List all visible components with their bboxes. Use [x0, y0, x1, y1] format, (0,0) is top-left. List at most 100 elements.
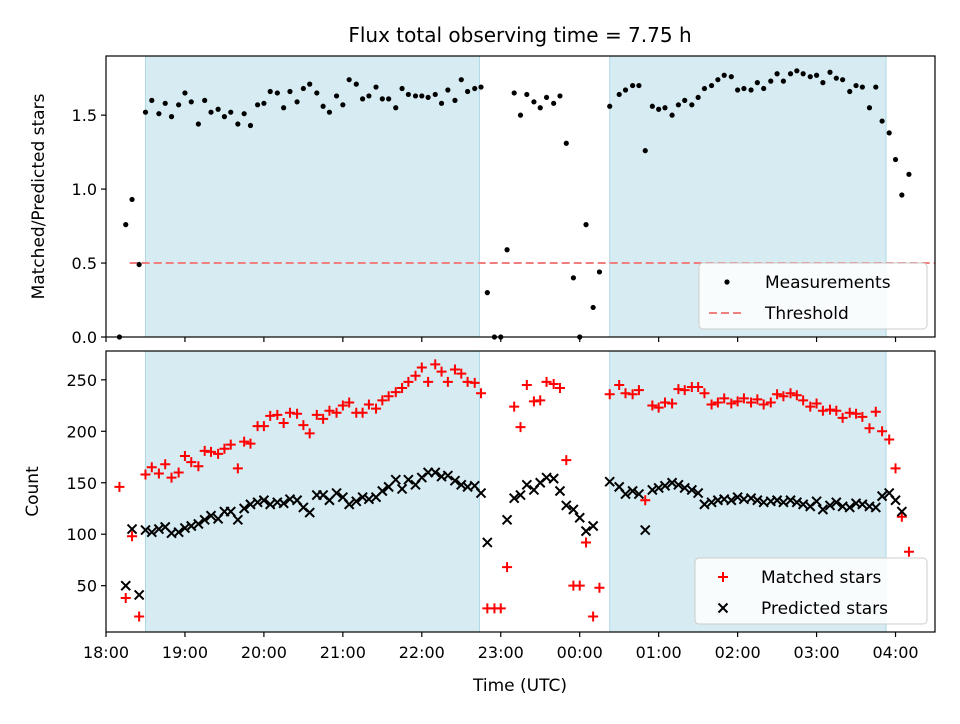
- measurement-point: [557, 93, 563, 99]
- measurement-point: [662, 105, 668, 111]
- predicted-star-point: [587, 520, 599, 532]
- measurement-point: [320, 103, 326, 109]
- matched-star-point: [120, 593, 131, 604]
- predicted-star-point: [797, 499, 809, 510]
- predicted-star-point: [561, 500, 572, 511]
- measurement-point: [754, 80, 760, 86]
- measurement-point: [484, 290, 490, 296]
- predicted-star-point: [870, 502, 881, 513]
- measurement-point: [156, 111, 162, 117]
- measurement-point: [551, 100, 557, 106]
- predicted-star-point: [343, 499, 355, 510]
- matched-star-point: [397, 383, 408, 394]
- measurement-point: [419, 93, 425, 99]
- top-shaded-interval-0: [144, 55, 480, 338]
- matched-star-point: [548, 378, 559, 389]
- predicted-star-point: [627, 485, 638, 497]
- measurement-point: [511, 90, 517, 96]
- predicted-star-point: [726, 495, 737, 506]
- matched-star-point: [588, 611, 599, 622]
- measurement-point: [504, 247, 510, 253]
- predicted-star-point: [278, 498, 289, 509]
- bottom-series-0: [114, 359, 914, 622]
- matched-star-point: [416, 362, 427, 373]
- matched-star-point: [896, 511, 907, 522]
- measurement-point: [735, 87, 741, 93]
- predicted-star-point: [265, 499, 276, 510]
- matched-star-point: [831, 405, 842, 416]
- matched-star-point: [476, 388, 487, 399]
- measurement-point: [136, 261, 142, 268]
- measurement-point: [537, 105, 543, 111]
- predicted-star-point: [791, 497, 803, 508]
- measurement-point: [281, 105, 287, 111]
- bottom-y-tick-label: 250: [66, 371, 97, 390]
- measurement-point: [142, 109, 149, 115]
- matched-star-point: [278, 418, 289, 429]
- matched-star-point: [706, 399, 717, 410]
- x-tick-label: 18:00: [83, 643, 129, 662]
- measurement-point: [445, 87, 451, 93]
- matched-star-point: [653, 402, 664, 413]
- matched-star-point: [857, 411, 868, 422]
- measurement-point: [359, 96, 366, 102]
- predicted-star-point: [390, 474, 401, 485]
- predicted-star-point: [811, 496, 822, 507]
- matched-star-point: [166, 472, 177, 483]
- matched-star-point: [456, 368, 467, 379]
- measurement-point: [833, 75, 839, 81]
- matched-star-point: [758, 399, 769, 410]
- predicted-star-point: [831, 497, 842, 508]
- measurement-point: [813, 72, 820, 78]
- predicted-star-point: [844, 502, 855, 513]
- predicted-star-point: [205, 510, 217, 521]
- predicted-star-point: [521, 479, 533, 491]
- matched-star-point: [877, 426, 888, 437]
- measurement-point: [261, 100, 267, 106]
- matched-star-point: [449, 364, 460, 375]
- matched-star-point: [442, 376, 453, 387]
- measurement-point: [715, 77, 721, 83]
- predicted-star-point: [640, 524, 651, 536]
- matched-star-point: [647, 400, 658, 411]
- predicted-star-point: [331, 487, 342, 499]
- matched-star-point: [298, 420, 309, 431]
- x-tick-label: 01:00: [636, 643, 682, 662]
- measurement-point: [748, 87, 754, 93]
- matched-star-point: [430, 359, 441, 370]
- measurement-point: [452, 97, 458, 103]
- legend-matched-marker: [718, 572, 728, 582]
- legend-label: Measurements: [765, 273, 891, 293]
- predicted-star-point: [232, 514, 244, 526]
- matched-star-point: [627, 389, 638, 400]
- predicted-star-point: [732, 491, 743, 503]
- matched-star-point: [160, 459, 171, 470]
- measurement-point: [906, 171, 912, 177]
- matched-star-point: [292, 408, 303, 419]
- measurement-point: [215, 106, 221, 112]
- matched-star-point: [640, 495, 651, 506]
- predicted-star-point: [238, 503, 250, 514]
- predicted-star-point: [508, 492, 520, 504]
- matched-star-point: [851, 408, 862, 419]
- matched-star-point: [134, 611, 145, 622]
- legend-measurement-marker: [724, 279, 730, 285]
- matched-star-point: [225, 439, 236, 450]
- measurement-point: [247, 122, 254, 129]
- measurement-point: [879, 118, 885, 124]
- matched-star-point: [258, 421, 269, 432]
- predicted-star-point: [456, 479, 467, 491]
- x-tick-label: 03:00: [794, 643, 840, 662]
- matched-star-point: [693, 382, 704, 393]
- measurement-point: [607, 103, 613, 109]
- predicted-star-point: [153, 523, 165, 535]
- predicted-star-point: [574, 512, 585, 523]
- predicted-star-point: [501, 514, 513, 526]
- predicted-star-point: [692, 487, 704, 499]
- matched-star-point: [239, 436, 250, 447]
- chart-title: Flux total observing time = 7.75 h: [348, 23, 691, 47]
- measurement-point: [294, 99, 300, 105]
- measurement-point: [899, 192, 905, 198]
- measurement-point: [570, 275, 576, 281]
